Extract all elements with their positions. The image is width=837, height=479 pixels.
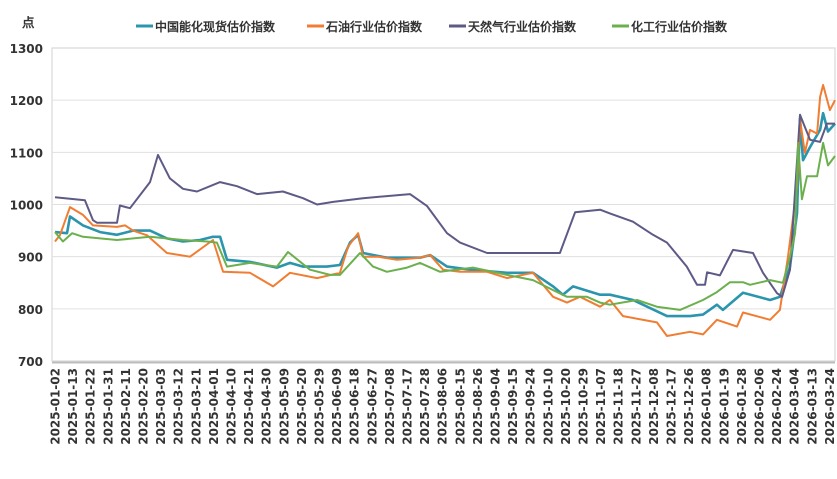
y-tick-label: 800 xyxy=(18,303,43,317)
x-tick-label: 2025-02-11 xyxy=(119,368,133,445)
y-tick-label: 900 xyxy=(18,251,43,265)
x-tick-label: 2025-07-17 xyxy=(401,368,415,445)
x-tick-label: 2025-09-24 xyxy=(524,368,538,445)
x-tick-label: 2025-09-15 xyxy=(506,368,520,445)
x-tick-label: 2025-01-13 xyxy=(66,368,80,445)
x-tick-label: 2025-07-28 xyxy=(418,368,432,445)
x-tick-label: 2025-04-30 xyxy=(260,368,274,445)
legend: 中国能化现货估价指数 石油行业估价指数 天然气行业估价指数 化工行业估价指数 xyxy=(136,19,728,34)
x-tick-label: 2025-03-12 xyxy=(172,368,186,445)
x-tick-label: 2025-11-07 xyxy=(594,368,608,445)
x-tick-label: 2025-09-04 xyxy=(489,368,503,445)
legend-item-2[interactable]: 天然气行业估价指数 xyxy=(449,19,577,34)
x-tick-label: 2025-01-02 xyxy=(49,368,63,445)
x-tick-label: 2025-07-08 xyxy=(383,368,397,445)
x-tick-label: 2025-05-29 xyxy=(313,368,327,445)
x-tick-label: 2025-04-10 xyxy=(225,368,239,445)
y-tick-label: 1000 xyxy=(10,199,43,213)
x-tick-label: 2025-08-15 xyxy=(453,368,467,445)
x-tick-label: 2025-11-27 xyxy=(629,368,643,445)
legend-label: 中国能化现货估价指数 xyxy=(155,19,276,34)
x-tick-label: 2026-03-24 xyxy=(823,368,837,445)
x-tick-label: 2025-04-01 xyxy=(207,368,221,445)
y-tick-label: 700 xyxy=(18,355,43,369)
y-tick-label: 1300 xyxy=(10,42,43,56)
series-line-1 xyxy=(54,84,836,337)
x-tick-label: 2025-03-03 xyxy=(154,368,168,445)
y-axis-unit-label: 点 xyxy=(22,15,35,30)
x-tick-label: 2026-02-24 xyxy=(770,368,784,445)
legend-label: 天然气行业估价指数 xyxy=(468,19,577,34)
x-tick-label: 2025-06-27 xyxy=(365,368,379,445)
x-axis-ticks: 2025-01-02 2025-01-13 2025-01-22 2025-01-31… xyxy=(49,368,837,445)
x-tick-label: 2026-03-13 xyxy=(805,368,819,445)
x-tick-label: 2025-08-26 xyxy=(471,368,485,445)
x-tick-label: 2025-11-18 xyxy=(612,368,626,445)
x-tick-label: 2025-05-09 xyxy=(277,368,291,445)
y-tick-label: 1200 xyxy=(10,94,43,108)
legend-item-0[interactable]: 中国能化现货估价指数 xyxy=(136,19,276,34)
y-axis-ticks: 700 800 900 1000 1100 1200 1300 xyxy=(10,42,43,369)
x-tick-label: 2025-12-26 xyxy=(682,368,696,445)
x-tick-label: 2025-03-21 xyxy=(189,368,203,445)
x-tick-label: 2025-12-17 xyxy=(665,368,679,445)
x-tick-label: 2026-01-19 xyxy=(717,368,731,445)
x-tick-label: 2026-03-04 xyxy=(788,368,802,445)
x-tick-label: 2026-01-28 xyxy=(735,368,749,445)
x-tick-label: 2025-10-20 xyxy=(559,368,573,445)
x-tick-label: 2026-01-08 xyxy=(700,368,714,445)
x-tick-label: 2025-01-22 xyxy=(84,368,98,445)
x-tick-label: 2025-10-29 xyxy=(577,368,591,445)
x-tick-label: 2025-08-06 xyxy=(436,368,450,445)
x-tick-label: 2025-10-10 xyxy=(541,368,555,445)
legend-label: 化工行业估价指数 xyxy=(631,19,728,34)
x-tick-label: 2025-12-08 xyxy=(647,368,661,445)
series-line-0 xyxy=(54,111,836,318)
x-tick-label: 2025-04-21 xyxy=(242,368,256,445)
legend-label: 石油行业估价指数 xyxy=(325,19,423,34)
x-tick-label: 2025-06-18 xyxy=(348,368,362,445)
x-tick-label: 2025-02-20 xyxy=(137,368,151,445)
series-line-3 xyxy=(54,141,836,311)
legend-item-1[interactable]: 石油行业估价指数 xyxy=(307,19,423,34)
series-line-2 xyxy=(54,113,835,298)
gridlines xyxy=(52,99,835,364)
series-lines xyxy=(54,84,836,337)
y-tick-label: 1100 xyxy=(10,146,43,160)
x-tick-label: 2025-05-20 xyxy=(295,368,309,445)
legend-item-3[interactable]: 化工行业估价指数 xyxy=(612,19,728,34)
x-tick-label: 2026-02-06 xyxy=(753,368,767,445)
x-tick-label: 2025-01-31 xyxy=(101,368,115,445)
x-tick-label: 2025-06-09 xyxy=(330,368,344,445)
